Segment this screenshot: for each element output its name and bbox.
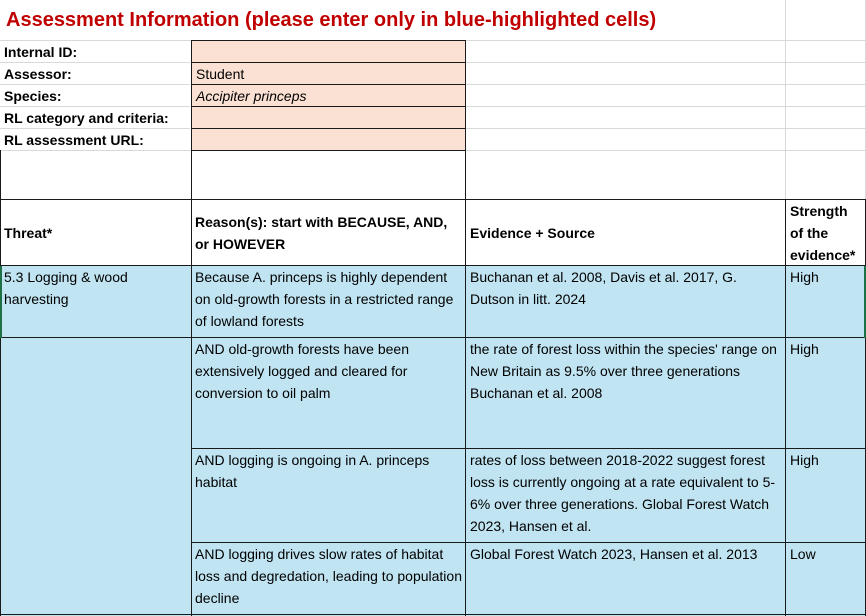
border-line xyxy=(0,614,866,615)
border-line xyxy=(785,200,786,616)
table-cell-strength[interactable]: High xyxy=(786,449,866,543)
border-line xyxy=(191,448,866,449)
rl-url-input[interactable] xyxy=(191,128,466,151)
header-evidence-label: Evidence + Source xyxy=(470,225,595,241)
border-line xyxy=(0,337,866,338)
border-line xyxy=(191,542,866,543)
field-label-internal-id: Internal ID: xyxy=(4,44,78,60)
field-label-species: Species: xyxy=(4,88,62,104)
table-cell-evidence[interactable]: the rate of forest loss within the speci… xyxy=(466,338,786,449)
border-line xyxy=(191,150,192,616)
table-cell-evidence[interactable]: Global Forest Watch 2023, Hansen et al. … xyxy=(466,543,786,616)
table-cell-strength[interactable]: High xyxy=(786,266,866,338)
active-cell-indicator xyxy=(0,266,2,338)
table-cell-reason[interactable]: Because A. princeps is highly dependent … xyxy=(191,266,466,338)
species-input[interactable]: Accipiter princeps xyxy=(191,84,466,107)
border-line xyxy=(0,150,1,616)
assessor-input[interactable]: Student xyxy=(191,62,466,85)
table-cell-strength[interactable]: Low xyxy=(786,543,866,616)
grid-line xyxy=(466,128,866,129)
table-cell-evidence[interactable]: Buchanan et al. 2008, Davis et al. 2017,… xyxy=(466,266,786,338)
border-line xyxy=(0,199,866,200)
table-cell-threat[interactable] xyxy=(0,449,191,543)
internal-id-input[interactable] xyxy=(191,40,466,63)
grid-line xyxy=(0,62,190,63)
table-cell-threat[interactable] xyxy=(0,338,191,449)
active-cell-indicator xyxy=(864,266,866,338)
field-label-assessor: Assessor: xyxy=(4,66,72,82)
field-label-rl-url: RL assessment URL: xyxy=(4,132,144,148)
table-cell-reason[interactable]: AND old-growth forests have been extensi… xyxy=(191,338,466,449)
table-cell-reason[interactable]: AND logging drives slow rates of habitat… xyxy=(191,543,466,616)
table-cell-evidence[interactable]: rates of loss between 2018-2022 suggest … xyxy=(466,449,786,543)
table-cell-reason[interactable]: AND logging is ongoing in A. princeps ha… xyxy=(191,449,466,543)
grid-line xyxy=(0,128,190,129)
table-cell-threat[interactable] xyxy=(0,543,191,616)
field-label-rl-category: RL category and criteria: xyxy=(4,110,169,126)
grid-line xyxy=(0,84,190,85)
header-evidence: Evidence + Source xyxy=(466,200,786,266)
grid-line xyxy=(466,62,866,63)
header-strength: Strength of the evidence* xyxy=(790,203,856,263)
header-reason-label: Reason(s): start with BECAUSE, AND, or H… xyxy=(195,214,448,252)
header-threat-label: Threat* xyxy=(4,225,53,241)
grid-line xyxy=(466,106,866,107)
header-threat: Threat* xyxy=(0,200,191,266)
grid-line xyxy=(0,106,190,107)
page-title: Assessment Information (please enter onl… xyxy=(6,9,657,31)
grid-line xyxy=(466,84,866,85)
header-reason: Reason(s): start with BECAUSE, AND, or H… xyxy=(191,200,466,266)
table-cell-threat[interactable]: 5.3 Logging & wood harvesting xyxy=(0,266,191,338)
rl-category-input[interactable] xyxy=(191,106,466,129)
grid-line xyxy=(785,0,786,200)
border-line xyxy=(465,150,466,616)
table-cell-strength[interactable]: High xyxy=(786,338,866,449)
border-line xyxy=(0,265,866,266)
